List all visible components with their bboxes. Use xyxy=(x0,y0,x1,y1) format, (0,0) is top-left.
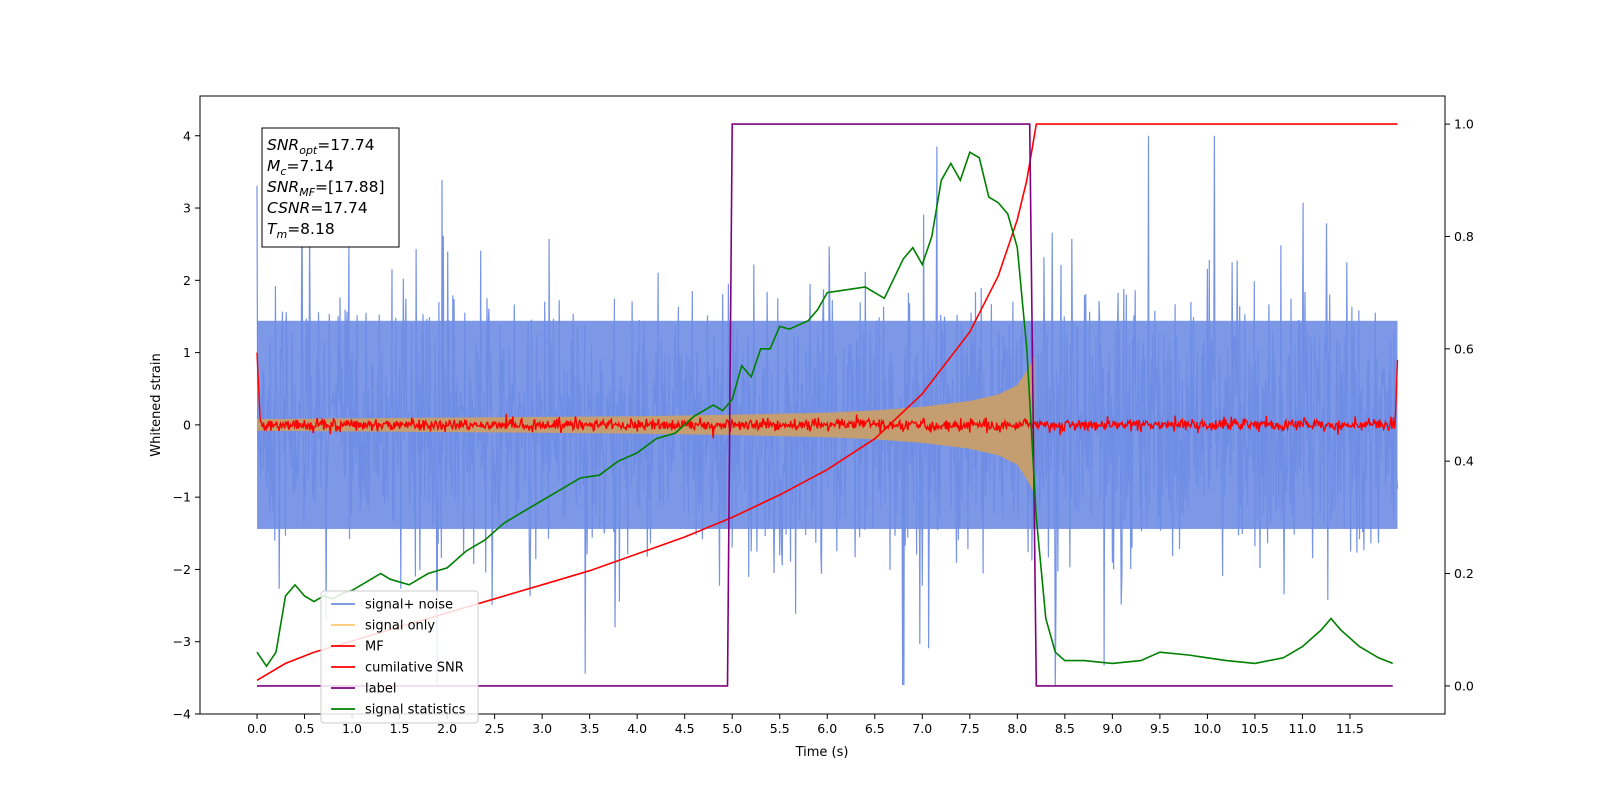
x-tick-label: 7.0 xyxy=(912,721,932,736)
x-tick-label: 10.5 xyxy=(1241,721,1269,736)
y-left-tick-label: −4 xyxy=(173,707,191,722)
y-right-tick-label: 0.8 xyxy=(1454,229,1474,244)
annotation-box: SNRopt=17.74Mc=7.14SNRMF=[17.88]CSNR=17.… xyxy=(261,127,400,248)
mf-line xyxy=(256,352,1399,439)
x-tick-label: 3.0 xyxy=(532,721,552,736)
y-right-tick-label: 0.2 xyxy=(1454,566,1474,581)
x-tick-label: 11.5 xyxy=(1336,721,1364,736)
mf-layer xyxy=(256,352,1399,439)
y-axis-label: Whitened strain xyxy=(149,353,164,456)
x-tick-label: 4.5 xyxy=(675,721,695,736)
annotation-frame xyxy=(261,127,400,248)
x-tick-label: 5.5 xyxy=(770,721,790,736)
y-left-tick-label: −2 xyxy=(173,562,191,577)
y-axis-left-ticks: −4 −3 −2 −1 0 1 2 3 4 xyxy=(173,128,200,722)
plot-frame xyxy=(199,95,1446,715)
legend-label: label xyxy=(365,682,396,697)
x-tick-label: 0.0 xyxy=(247,721,267,736)
x-tick-label: 9.5 xyxy=(1150,721,1170,736)
legend-label: cumilative SNR xyxy=(365,661,464,676)
y-right-tick-label: 0.6 xyxy=(1454,341,1474,356)
legend-frame xyxy=(320,590,479,724)
y-left-tick-label: 0 xyxy=(183,417,191,432)
x-tick-label: 11.0 xyxy=(1289,721,1317,736)
y-right-tick-label: 0.4 xyxy=(1454,454,1474,469)
legend-label: signal only xyxy=(365,619,435,634)
signal-statistics-line xyxy=(256,151,1393,668)
x-tick-label: 7.5 xyxy=(960,721,980,736)
x-tick-label: 9.0 xyxy=(1102,721,1122,736)
y-right-tick-label: 0.0 xyxy=(1454,678,1474,693)
annotation-line: CSNR=17.74 xyxy=(267,199,368,217)
x-tick-label: 1.5 xyxy=(390,721,410,736)
x-tick-label: 2.5 xyxy=(485,721,505,736)
legend-label: MF xyxy=(365,640,384,655)
x-tick-label: 8.0 xyxy=(1007,721,1027,736)
legend-label: signal statistics xyxy=(365,703,466,718)
x-tick-label: 6.5 xyxy=(865,721,885,736)
y-left-tick-label: −3 xyxy=(173,634,191,649)
x-axis-ticks: 0.0 0.5 1.0 1.5 2.0 2.5 3.0 3.5 4.0 4.5 5.0 5.5 6.0 6… xyxy=(247,714,1364,736)
x-axis-label: Time (s) xyxy=(795,745,849,760)
x-tick-label: 5.0 xyxy=(722,721,742,736)
x-tick-label: 0.5 xyxy=(295,721,315,736)
legend: signal+ noise signal only MF cumilative SNR… xyxy=(320,590,479,724)
y-left-tick-label: 1 xyxy=(183,345,191,360)
y-left-tick-label: −1 xyxy=(173,490,191,505)
annotation-line: Mc=7.14 xyxy=(267,157,334,178)
y-right-tick-label: 1.0 xyxy=(1454,117,1474,132)
x-tick-label: 1.0 xyxy=(342,721,362,736)
annotation-line: SNRMF=[17.88] xyxy=(267,178,385,199)
legend-label: signal+ noise xyxy=(365,598,453,613)
x-tick-label: 4.0 xyxy=(627,721,647,736)
y-left-tick-label: 2 xyxy=(183,273,191,288)
y-axis-right-ticks: 0.0 0.2 0.4 0.6 0.8 1.0 xyxy=(1445,117,1474,693)
y-left-tick-label: 3 xyxy=(183,201,191,216)
label-line xyxy=(257,123,1393,687)
x-tick-label: 6.0 xyxy=(817,721,837,736)
x-tick-label: 10.0 xyxy=(1193,721,1221,736)
x-tick-label: 2.0 xyxy=(437,721,457,736)
x-tick-label: 8.5 xyxy=(1055,721,1075,736)
y-left-tick-label: 4 xyxy=(183,128,191,143)
annotation-line: SNRopt=17.74 xyxy=(267,136,375,157)
x-tick-label: 3.5 xyxy=(580,721,600,736)
annotation-line: Tm=8.18 xyxy=(267,220,335,241)
